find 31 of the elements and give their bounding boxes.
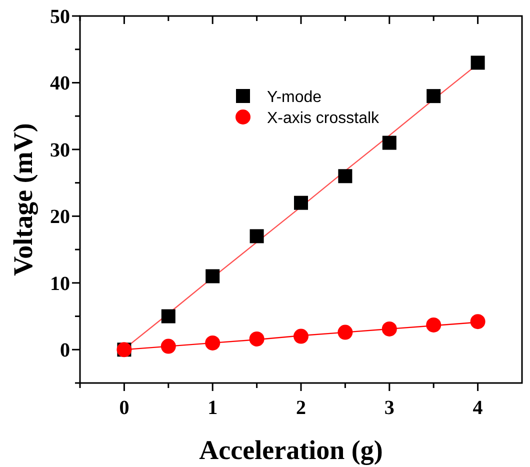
point — [426, 89, 441, 104]
x-tick-label: 1 — [208, 397, 218, 419]
point — [338, 324, 353, 340]
point — [338, 169, 352, 184]
point — [382, 321, 397, 336]
x-tick-label: 2 — [296, 397, 306, 419]
x-tick-label: 0 — [119, 397, 130, 419]
y-tick-label: 20 — [50, 206, 70, 228]
point — [294, 196, 308, 210]
y-tick-label: 0 — [60, 340, 70, 362]
point — [250, 229, 264, 244]
point — [249, 331, 264, 346]
point — [206, 269, 220, 284]
point — [382, 136, 396, 150]
y-tick-label: 10 — [50, 272, 70, 295]
x-tick-label: 3 — [384, 397, 394, 419]
y-tick-label: 30 — [50, 139, 70, 162]
point — [205, 335, 220, 350]
point — [426, 317, 442, 332]
legend-label: Y-mode — [267, 89, 322, 106]
point — [470, 314, 486, 330]
point — [470, 56, 485, 70]
y-axis-title: Voltage (mV) — [8, 123, 38, 276]
y-tick-label: 50 — [50, 6, 70, 28]
point — [294, 328, 308, 344]
x-axis-title: Acceleration (g) — [199, 435, 383, 465]
legend-label: X-axis crosstalk — [267, 110, 380, 127]
y-tick-label: 40 — [50, 72, 70, 95]
point — [160, 338, 176, 354]
x-tick-label: 4 — [472, 397, 483, 419]
point — [161, 309, 176, 324]
